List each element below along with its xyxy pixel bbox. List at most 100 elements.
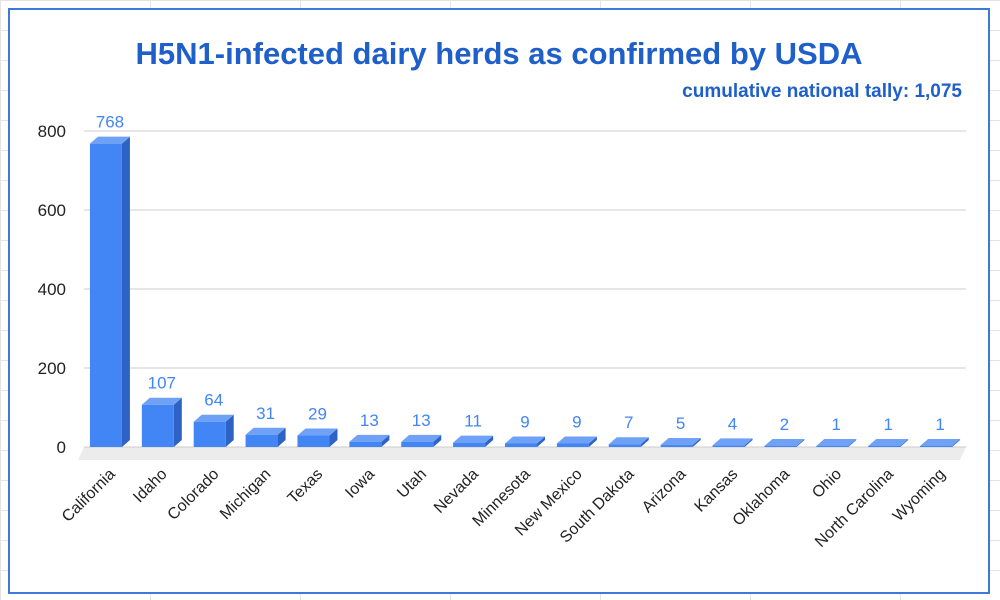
bar-side: [381, 434, 390, 447]
bar-kansas[interactable]: [712, 438, 753, 447]
data-label: 2: [780, 415, 789, 434]
bar-side: [485, 435, 494, 447]
bar-nevada[interactable]: [453, 435, 494, 447]
data-label: 1: [883, 415, 892, 434]
bar-iowa[interactable]: [349, 434, 390, 447]
bar-front: [660, 445, 693, 447]
y-tick-label: 800: [38, 122, 66, 141]
bar-top: [141, 397, 182, 405]
x-tick-label: Texas: [285, 466, 327, 508]
data-label: 64: [204, 391, 223, 410]
chart-title: H5N1-infected dairy herds as confirmed b…: [135, 36, 863, 71]
bar-side: [433, 434, 442, 447]
chart-container[interactable]: H5N1-infected dairy herds as confirmed b…: [8, 8, 990, 594]
bar-side: [744, 438, 753, 447]
bar-top: [608, 437, 649, 445]
bar-front: [608, 444, 641, 447]
bar-top: [245, 427, 286, 435]
bar-top: [89, 136, 130, 144]
y-tick-label: 0: [57, 438, 66, 457]
bar-top: [349, 434, 390, 442]
bar-side: [900, 439, 909, 447]
bar-side: [173, 397, 182, 447]
x-tick-label: Iowa: [342, 466, 378, 502]
bar-front: [245, 434, 278, 447]
bar-top: [401, 434, 442, 442]
bar-top: [660, 438, 701, 446]
x-tick-label: Nevada: [431, 466, 482, 517]
bar-front: [556, 443, 589, 447]
data-label: 1: [935, 415, 944, 434]
bar-minnesota[interactable]: [505, 436, 545, 447]
data-label: 9: [572, 412, 581, 431]
bar-michigan[interactable]: [245, 427, 286, 447]
bar-side: [640, 437, 649, 447]
bar-ohio[interactable]: [816, 439, 857, 447]
bar-front: [297, 435, 330, 447]
bar-front: [349, 441, 382, 447]
data-label: 768: [96, 113, 124, 132]
y-tick-label: 400: [38, 280, 66, 299]
data-label: 9: [520, 412, 529, 431]
x-tick-label: Colorado: [165, 466, 223, 524]
data-label: 5: [676, 414, 685, 433]
bar-oklahoma[interactable]: [764, 439, 805, 447]
bar-south-dakota[interactable]: [608, 437, 649, 447]
bar-north-carolina[interactable]: [868, 439, 909, 447]
x-tick-label: Oklahoma: [730, 466, 794, 530]
bar-side: [121, 136, 130, 447]
bar-side: [225, 414, 234, 447]
data-label: 29: [308, 405, 327, 424]
bar-front: [193, 421, 226, 447]
bar-front: [141, 404, 174, 447]
bar-front: [764, 446, 797, 447]
x-tick-label: Utah: [394, 466, 430, 502]
x-tick-label: California: [59, 466, 119, 526]
x-tick-label: Ohio: [809, 466, 845, 502]
data-label: 31: [256, 404, 275, 423]
bar-front: [868, 446, 901, 447]
bar-top: [297, 428, 338, 436]
bar-front: [401, 441, 434, 447]
bar-side: [952, 439, 961, 447]
bar-front: [505, 443, 537, 447]
bar-top: [764, 439, 805, 446]
bar-top: [868, 439, 909, 446]
data-label: 11: [464, 412, 482, 431]
x-tick-label: Idaho: [130, 466, 170, 506]
bar-new-mexico[interactable]: [556, 436, 597, 447]
bar-front: [712, 445, 745, 447]
bar-side: [848, 439, 857, 447]
bar-side: [692, 438, 701, 447]
bar-texas[interactable]: [297, 428, 338, 447]
bar-top: [816, 439, 857, 446]
bar-side: [537, 436, 545, 447]
bar-utah[interactable]: [401, 434, 442, 447]
bar-california[interactable]: [89, 136, 130, 447]
bar-front: [453, 442, 486, 447]
bar-colorado[interactable]: [193, 414, 234, 447]
chart-subtitle: cumulative national tally: 1,075: [682, 81, 962, 102]
data-label: 13: [360, 411, 379, 430]
bar-side: [329, 428, 338, 447]
bar-top: [505, 436, 545, 444]
bar-arizona[interactable]: [660, 438, 701, 447]
bar-idaho[interactable]: [141, 397, 182, 447]
bar-front: [89, 143, 122, 447]
data-label: 107: [148, 374, 176, 393]
bar-top: [453, 435, 494, 443]
bar-top: [712, 438, 753, 446]
bar-side: [796, 439, 805, 447]
data-label: 1: [832, 415, 841, 434]
bar-side: [277, 427, 286, 447]
bar-front: [816, 446, 849, 447]
data-label: 13: [412, 411, 431, 430]
x-tick-label: Wyoming: [890, 466, 949, 525]
bar-top: [920, 439, 961, 446]
bar-wyoming[interactable]: [920, 439, 961, 447]
chart-floor: [78, 447, 966, 460]
y-tick-label: 600: [38, 201, 66, 220]
bar-top: [193, 414, 234, 422]
x-tick-label: Michigan: [217, 466, 274, 523]
